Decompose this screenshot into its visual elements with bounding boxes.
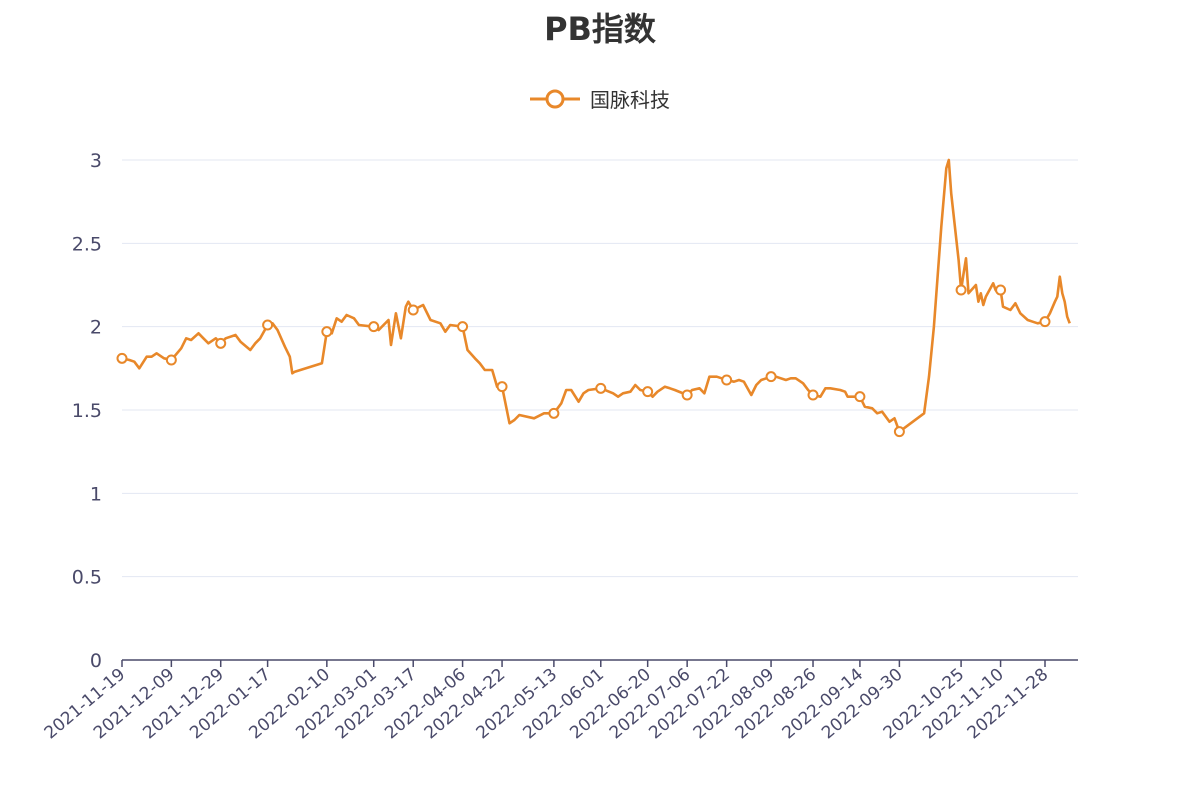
x-axis: 2021-11-192021-12-092021-12-292022-01-17…: [41, 659, 1078, 743]
y-tick-label: 2.5: [72, 233, 102, 255]
data-point: [955, 284, 967, 296]
data-point: [321, 326, 333, 338]
chart-title: PB指数: [544, 10, 656, 48]
series-layer: [116, 158, 1071, 438]
y-tick-label: 1: [90, 483, 102, 505]
data-point: [457, 321, 469, 333]
y-tick-label: 3: [90, 150, 102, 172]
data-point: [116, 352, 128, 364]
y-tick-label: 0: [90, 650, 102, 672]
y-tick-label: 1.5: [72, 400, 102, 422]
data-point: [368, 321, 380, 333]
data-point: [807, 389, 819, 401]
y-tick-label: 0.5: [72, 567, 102, 589]
data-point: [595, 382, 607, 394]
data-point: [681, 389, 693, 401]
data-point: [854, 391, 866, 403]
grid-lines: [122, 159, 1078, 578]
data-point: [995, 284, 1007, 296]
y-tick-label: 2: [90, 317, 102, 339]
y-axis: 0 0.5 1 1.5 2 2.5 3: [72, 150, 102, 672]
data-point: [215, 337, 227, 349]
legend[interactable]: 国脉科技: [0, 84, 1200, 113]
data-point: [1039, 316, 1051, 328]
data-point: [642, 386, 654, 398]
legend-marker-icon: [530, 89, 580, 108]
data-point: [765, 371, 777, 383]
data-point: [893, 426, 905, 438]
data-point: [407, 304, 419, 316]
data-point: [496, 381, 508, 393]
data-point: [721, 374, 733, 386]
data-point: [262, 319, 274, 331]
legend-label: 国脉科技: [590, 88, 670, 112]
series-line: [121, 158, 1071, 433]
data-point: [165, 354, 177, 366]
data-point: [548, 407, 560, 419]
